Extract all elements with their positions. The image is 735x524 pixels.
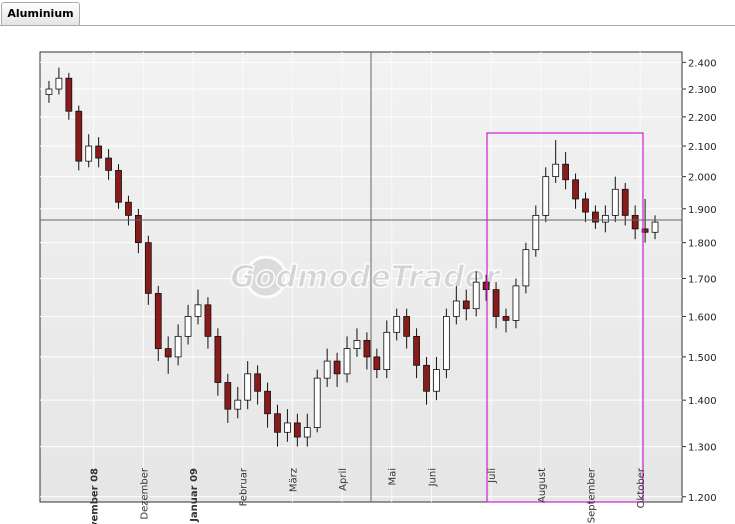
candle-body <box>55 77 63 90</box>
candle-body <box>164 348 172 358</box>
x-tick-label: April <box>338 468 349 491</box>
candle-body <box>125 201 132 216</box>
candle-body <box>651 221 659 233</box>
candle-body <box>303 427 311 438</box>
candle-body <box>274 413 281 433</box>
y-tick-label: 1.300 <box>688 443 717 454</box>
tab[interactable]: Aluminium <box>1 2 80 25</box>
x-tick-label: Dezember <box>139 467 150 519</box>
candle-body <box>373 356 381 370</box>
candle-body <box>552 163 560 178</box>
candle-body <box>423 364 430 392</box>
candle-body <box>621 188 629 216</box>
candle-body <box>512 285 520 321</box>
candle-body <box>572 179 579 200</box>
candle-body <box>393 316 401 333</box>
watermark-group: GodmodeTrader <box>230 255 503 299</box>
candle-body <box>631 214 639 230</box>
candle-body <box>492 289 500 317</box>
candle-body <box>293 422 301 438</box>
candle-body <box>144 242 152 294</box>
x-tick-label: Juli <box>487 468 498 484</box>
candle-body <box>214 335 222 383</box>
y-tick-label: 1.500 <box>688 353 717 364</box>
candle-body <box>65 77 73 112</box>
x-tick-label: Januar 09 <box>189 468 200 523</box>
candle-body <box>611 188 619 216</box>
y-tick-label: 1.700 <box>688 274 717 285</box>
candle-body <box>174 335 182 358</box>
candle-body <box>85 145 93 162</box>
candle-body <box>244 373 252 401</box>
candle-body <box>482 281 490 291</box>
candle-body <box>45 88 53 95</box>
candle-body <box>204 304 212 337</box>
y-tick-label: 1.200 <box>688 493 717 504</box>
candle-body <box>502 316 510 321</box>
y-tick-label: 2.100 <box>688 142 717 153</box>
candle-body <box>254 373 261 392</box>
y-tick-label: 2.400 <box>688 58 717 69</box>
x-tick-label: Februar <box>239 467 250 506</box>
y-tick-label: 2.000 <box>688 173 717 184</box>
candle-body <box>403 316 411 337</box>
x-tick-label: September <box>586 467 597 523</box>
candle-body <box>472 281 480 310</box>
candle-body <box>542 176 550 216</box>
candle-body <box>115 169 122 203</box>
x-tick-label: August <box>537 468 548 503</box>
candle-body <box>601 214 609 223</box>
candle-body <box>264 390 271 415</box>
candle-body <box>184 316 192 337</box>
highlight-box <box>486 132 644 503</box>
candle-body <box>462 300 470 310</box>
candle-body <box>194 304 202 317</box>
watermark: GodmodeTrader <box>230 260 501 295</box>
candle-body <box>383 331 391 370</box>
x-tick-label: Oktober <box>636 467 647 508</box>
y-tick-label: 1.400 <box>688 396 717 407</box>
y-tick-label: 1.900 <box>688 205 717 216</box>
watermark-logo <box>244 255 288 299</box>
tab-line <box>0 25 735 26</box>
x-tick-label: Juni <box>427 468 438 487</box>
candle-body <box>284 422 291 433</box>
candle-body <box>413 335 420 366</box>
candle-body <box>75 110 83 162</box>
candle-body <box>135 214 142 244</box>
candle-body <box>313 377 321 429</box>
candle-body <box>641 228 649 233</box>
x-tick-label: März <box>288 468 299 492</box>
candle-body <box>154 292 162 350</box>
y-tick-label: 2.200 <box>688 113 717 124</box>
candle-body <box>433 369 440 392</box>
candle-body <box>105 157 112 171</box>
candle-body <box>592 211 599 223</box>
y-tick-label: 2.300 <box>688 85 717 96</box>
x-tick-label: Mai <box>388 468 399 486</box>
candle-body <box>562 163 569 181</box>
candle-body <box>353 340 361 350</box>
candle-body <box>443 316 450 370</box>
candle-body <box>343 348 351 375</box>
candle-body <box>582 198 589 213</box>
x-tick-label: November 08 <box>90 468 101 524</box>
candle-body <box>522 249 530 287</box>
y-tick-label: 1.800 <box>688 239 717 250</box>
candle-body <box>333 360 341 375</box>
candle-body <box>532 214 540 251</box>
candle-body <box>452 300 460 317</box>
candle-body <box>95 145 103 159</box>
candle-body <box>234 399 242 410</box>
candle-body <box>224 382 232 410</box>
candle-body <box>323 360 331 379</box>
y-tick-label: 1.600 <box>688 312 717 323</box>
candle-body <box>363 340 371 358</box>
